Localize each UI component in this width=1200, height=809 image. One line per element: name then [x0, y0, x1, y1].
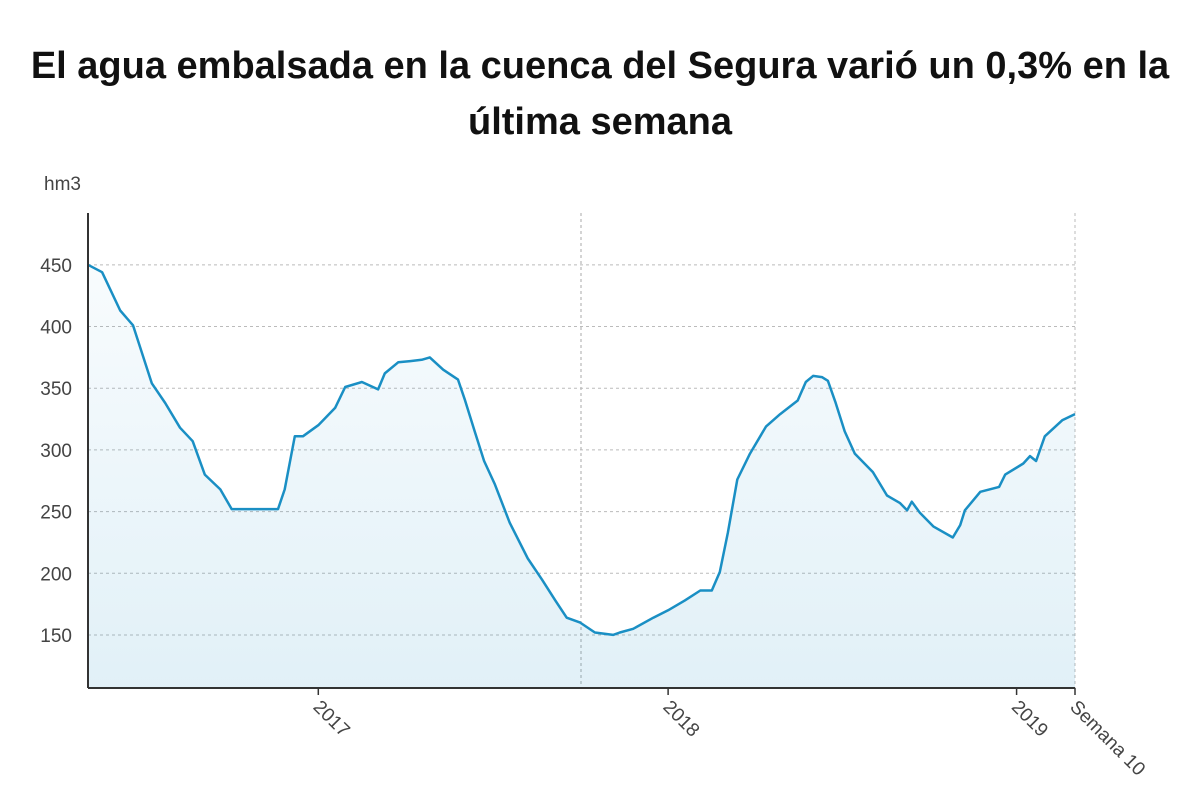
y-tick-label: 150	[40, 626, 72, 647]
x-tick-label: 2019	[1007, 697, 1052, 742]
y-axis-title: hm3	[44, 174, 81, 195]
y-tick-label: 300	[40, 441, 72, 462]
x-tick-label: Semana 10	[1065, 697, 1149, 781]
line	[87, 263, 1076, 637]
x-tick-label: 2018	[659, 697, 704, 742]
chart-title: El agua embalsada en la cuenca del Segur…	[30, 45, 1170, 143]
area	[88, 264, 1075, 688]
y-tick-label: 200	[40, 564, 72, 585]
x-tick-label: 2017	[309, 697, 354, 742]
y-tick-label: 250	[40, 503, 72, 524]
y-tick-label: 350	[40, 379, 72, 400]
y-tick-label: 450	[40, 256, 72, 277]
y-tick-label: 400	[40, 318, 72, 339]
